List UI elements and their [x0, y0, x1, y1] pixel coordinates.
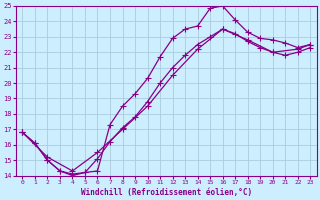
X-axis label: Windchill (Refroidissement éolien,°C): Windchill (Refroidissement éolien,°C) [81, 188, 252, 197]
